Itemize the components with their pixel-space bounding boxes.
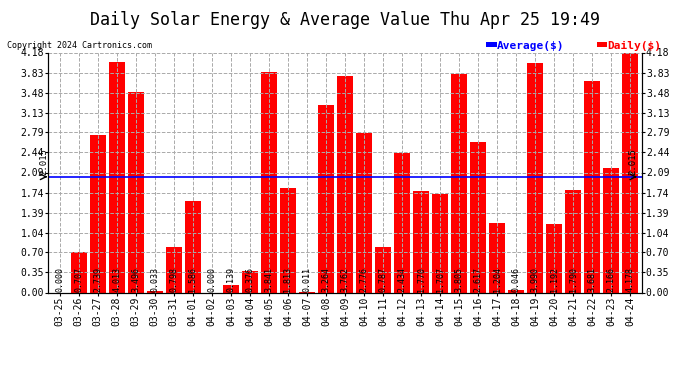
Text: 1.707: 1.707 <box>435 267 444 292</box>
Text: 0.376: 0.376 <box>246 267 255 292</box>
Text: 0.000: 0.000 <box>208 267 217 292</box>
Text: 2.015: 2.015 <box>629 148 638 175</box>
Text: 0.033: 0.033 <box>150 267 159 292</box>
Bar <box>109 62 125 292</box>
Text: 1.586: 1.586 <box>188 267 197 292</box>
Text: 0.707: 0.707 <box>75 267 83 292</box>
Text: 3.496: 3.496 <box>131 267 140 292</box>
Text: 0.046: 0.046 <box>512 267 521 292</box>
Text: 3.762: 3.762 <box>340 267 350 292</box>
Text: 0.798: 0.798 <box>169 267 178 292</box>
Text: 1.204: 1.204 <box>493 267 502 292</box>
Text: 0.139: 0.139 <box>226 267 235 292</box>
Bar <box>166 247 182 292</box>
Text: 2.776: 2.776 <box>359 267 368 292</box>
Bar <box>318 105 334 292</box>
Bar <box>432 195 448 292</box>
Bar <box>223 285 239 292</box>
Text: 3.990: 3.990 <box>531 267 540 292</box>
Text: Copyright 2024 Cartronics.com: Copyright 2024 Cartronics.com <box>7 41 152 50</box>
Bar <box>565 190 581 292</box>
Bar <box>584 81 600 292</box>
Bar <box>337 76 353 292</box>
Bar <box>375 248 391 292</box>
Text: 3.264: 3.264 <box>322 267 331 292</box>
Bar <box>603 168 620 292</box>
Text: 1.790: 1.790 <box>569 267 578 292</box>
Text: 4.178: 4.178 <box>626 267 635 292</box>
Text: 2.739: 2.739 <box>93 267 102 292</box>
Bar <box>280 188 296 292</box>
Bar <box>147 291 163 292</box>
Text: 1.192: 1.192 <box>550 267 559 292</box>
Text: 4.013: 4.013 <box>112 267 121 292</box>
Text: 3.841: 3.841 <box>264 267 273 292</box>
Text: Daily Solar Energy & Average Value Thu Apr 25 19:49: Daily Solar Energy & Average Value Thu A… <box>90 11 600 29</box>
Bar <box>128 92 144 292</box>
Bar <box>622 53 638 292</box>
Bar <box>413 191 429 292</box>
Bar <box>508 290 524 292</box>
Bar <box>546 224 562 292</box>
Bar <box>241 271 258 292</box>
Text: 0.000: 0.000 <box>55 267 64 292</box>
Text: Daily($): Daily($) <box>607 41 661 51</box>
Text: 3.805: 3.805 <box>455 267 464 292</box>
Bar <box>261 72 277 292</box>
Text: 1.813: 1.813 <box>284 267 293 292</box>
Text: 2.617: 2.617 <box>473 267 482 292</box>
Bar <box>489 224 505 292</box>
Text: 0.011: 0.011 <box>302 267 311 292</box>
Text: 2.015: 2.015 <box>39 148 48 175</box>
Text: 0.787: 0.787 <box>379 267 388 292</box>
Bar <box>356 133 372 292</box>
Bar <box>527 63 543 292</box>
Text: 2.166: 2.166 <box>607 267 615 292</box>
Bar <box>394 153 410 292</box>
Bar <box>70 252 87 292</box>
Bar <box>185 201 201 292</box>
Text: 2.434: 2.434 <box>397 267 406 292</box>
Bar <box>451 74 467 292</box>
Text: 3.681: 3.681 <box>588 267 597 292</box>
Bar <box>470 142 486 292</box>
Text: Average($): Average($) <box>497 41 564 51</box>
Text: 1.770: 1.770 <box>417 267 426 292</box>
Bar <box>90 135 106 292</box>
